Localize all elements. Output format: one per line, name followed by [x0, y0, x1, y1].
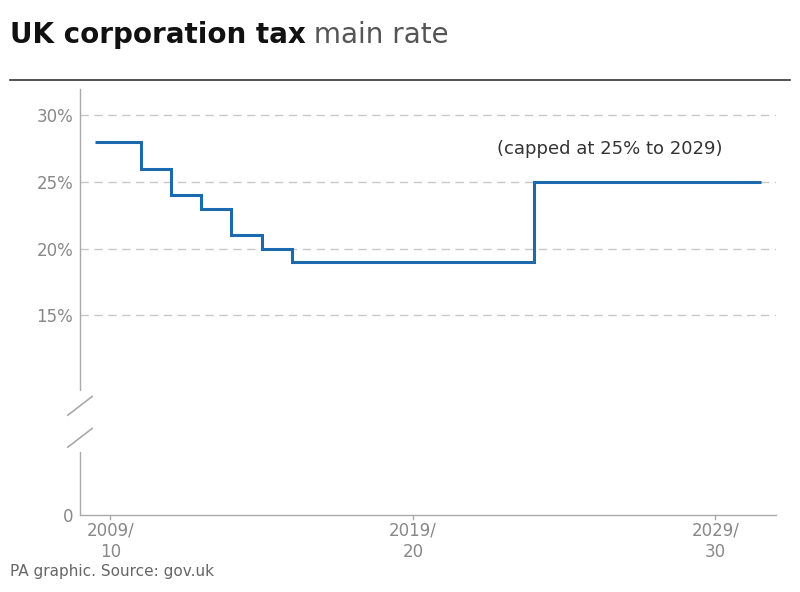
Text: UK corporation tax: UK corporation tax — [10, 21, 306, 49]
Text: main rate: main rate — [306, 21, 449, 49]
Text: (capped at 25% to 2029): (capped at 25% to 2029) — [497, 140, 722, 158]
Text: PA graphic. Source: gov.uk: PA graphic. Source: gov.uk — [10, 564, 214, 579]
Bar — [56, 391, 92, 452]
